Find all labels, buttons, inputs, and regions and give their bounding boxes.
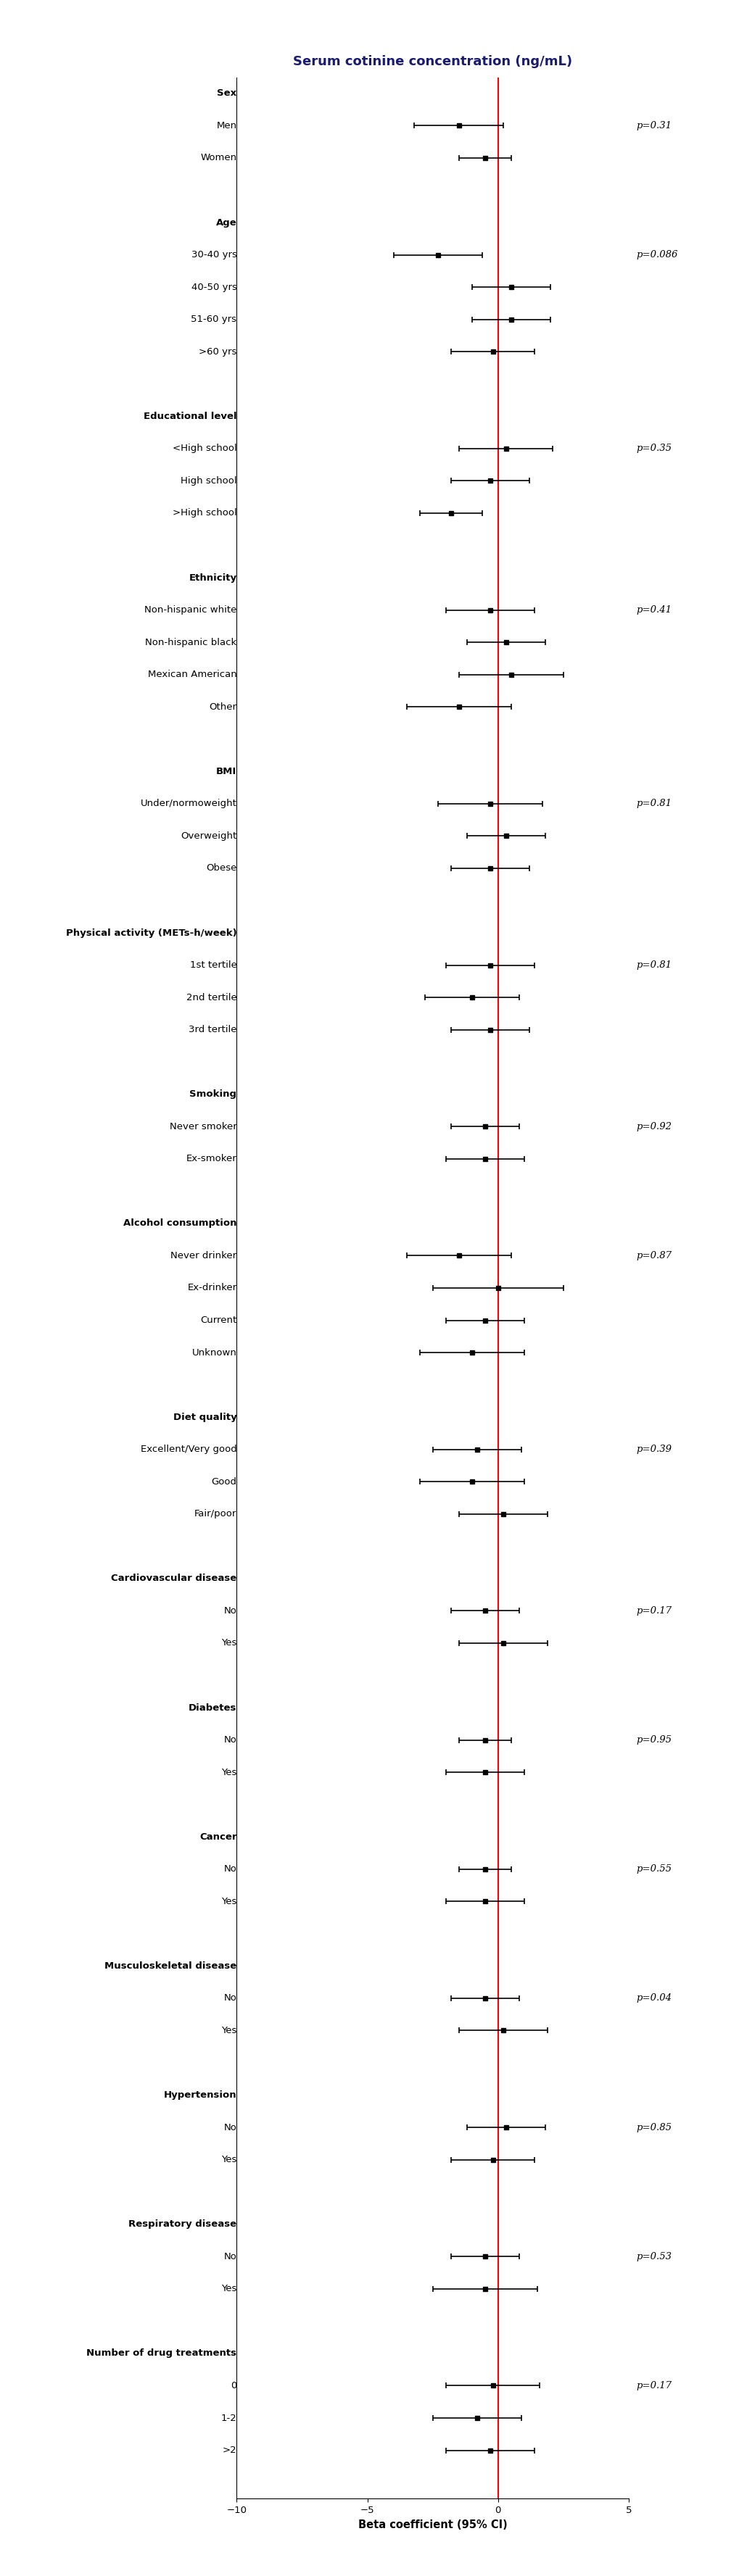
Text: 1st tertile: 1st tertile: [189, 961, 236, 969]
Text: Under/normoweight: Under/normoweight: [140, 799, 236, 809]
X-axis label: Beta coefficient (95% CI): Beta coefficient (95% CI): [358, 2519, 507, 2530]
Text: Cancer: Cancer: [200, 1832, 236, 1842]
Text: p=0.53: p=0.53: [636, 2251, 672, 2262]
Text: Unknown: Unknown: [191, 1347, 236, 1358]
Text: Respiratory disease: Respiratory disease: [129, 2221, 236, 2228]
Text: Ethnicity: Ethnicity: [188, 572, 236, 582]
Text: BMI: BMI: [216, 768, 236, 775]
Text: Fair/poor: Fair/poor: [194, 1510, 236, 1520]
Text: p=0.81: p=0.81: [636, 799, 672, 809]
Text: 3rd tertile: 3rd tertile: [188, 1025, 236, 1036]
Text: Age: Age: [216, 219, 236, 227]
Text: No: No: [223, 2251, 236, 2262]
Text: Women: Women: [200, 155, 236, 162]
Text: >2: >2: [222, 2445, 236, 2455]
Text: No: No: [223, 1736, 236, 1744]
Text: >60 yrs: >60 yrs: [199, 348, 236, 355]
Text: Non-hispanic white: Non-hispanic white: [144, 605, 236, 616]
Text: Educational level: Educational level: [143, 412, 236, 420]
Text: Mexican American: Mexican American: [148, 670, 236, 680]
Text: 0: 0: [231, 2380, 236, 2391]
Text: Hypertension: Hypertension: [163, 2092, 236, 2099]
Text: Yes: Yes: [221, 2025, 236, 2035]
Text: No: No: [223, 1994, 236, 2004]
Text: Current: Current: [200, 1316, 236, 1324]
Text: Excellent/Very good: Excellent/Very good: [140, 1445, 236, 1453]
Text: High school: High school: [180, 477, 236, 484]
Text: Diabetes: Diabetes: [188, 1703, 236, 1713]
Text: p=0.87: p=0.87: [636, 1252, 672, 1260]
Text: Sex: Sex: [217, 88, 236, 98]
Text: Yes: Yes: [221, 1896, 236, 1906]
Title: Serum cotinine concentration (ng/mL): Serum cotinine concentration (ng/mL): [293, 54, 572, 67]
Text: Yes: Yes: [221, 2285, 236, 2293]
Text: Never drinker: Never drinker: [171, 1252, 236, 1260]
Text: No: No: [223, 1865, 236, 1873]
Text: p=0.31: p=0.31: [636, 121, 672, 131]
Text: Yes: Yes: [221, 1638, 236, 1649]
Text: 30-40 yrs: 30-40 yrs: [191, 250, 236, 260]
Text: Overweight: Overweight: [180, 832, 236, 840]
Text: >High school: >High school: [172, 507, 236, 518]
Text: Musculoskeletal disease: Musculoskeletal disease: [104, 1960, 236, 1971]
Text: Good: Good: [211, 1476, 236, 1486]
Text: 51-60 yrs: 51-60 yrs: [191, 314, 236, 325]
Text: Number of drug treatments: Number of drug treatments: [86, 2349, 236, 2357]
Text: p=0.41: p=0.41: [636, 605, 672, 616]
Text: Ex-drinker: Ex-drinker: [187, 1283, 236, 1293]
Text: Yes: Yes: [221, 2156, 236, 2164]
Text: Men: Men: [216, 121, 236, 131]
Text: Alcohol consumption: Alcohol consumption: [123, 1218, 236, 1229]
Text: Never smoker: Never smoker: [169, 1123, 236, 1131]
Text: p=0.39: p=0.39: [636, 1445, 672, 1453]
Text: Yes: Yes: [221, 1767, 236, 1777]
Text: p=0.85: p=0.85: [636, 2123, 672, 2133]
Text: No: No: [223, 1607, 236, 1615]
Text: <High school: <High school: [172, 443, 236, 453]
Text: Smoking: Smoking: [189, 1090, 236, 1100]
Text: p=0.17: p=0.17: [636, 2380, 672, 2391]
Text: Obese: Obese: [205, 863, 236, 873]
Text: Other: Other: [209, 703, 236, 711]
Text: No: No: [223, 2123, 236, 2133]
Text: 40-50 yrs: 40-50 yrs: [191, 283, 236, 291]
Text: Physical activity (METs-h/week): Physical activity (METs-h/week): [66, 927, 236, 938]
Text: 2nd tertile: 2nd tertile: [186, 992, 236, 1002]
Text: p=0.92: p=0.92: [636, 1123, 672, 1131]
Text: Diet quality: Diet quality: [173, 1412, 236, 1422]
Text: p=0.81: p=0.81: [636, 961, 672, 969]
Text: p=0.55: p=0.55: [636, 1865, 672, 1873]
Text: Ex-smoker: Ex-smoker: [186, 1154, 236, 1164]
Text: 1-2: 1-2: [221, 2414, 236, 2421]
Text: p=0.04: p=0.04: [636, 1994, 672, 2004]
Text: Non-hispanic black: Non-hispanic black: [145, 639, 236, 647]
Text: p=0.17: p=0.17: [636, 1607, 672, 1615]
Text: p=0.35: p=0.35: [636, 443, 672, 453]
Text: Cardiovascular disease: Cardiovascular disease: [111, 1574, 236, 1584]
Text: p=0.086: p=0.086: [636, 250, 678, 260]
Text: p=0.95: p=0.95: [636, 1736, 672, 1744]
